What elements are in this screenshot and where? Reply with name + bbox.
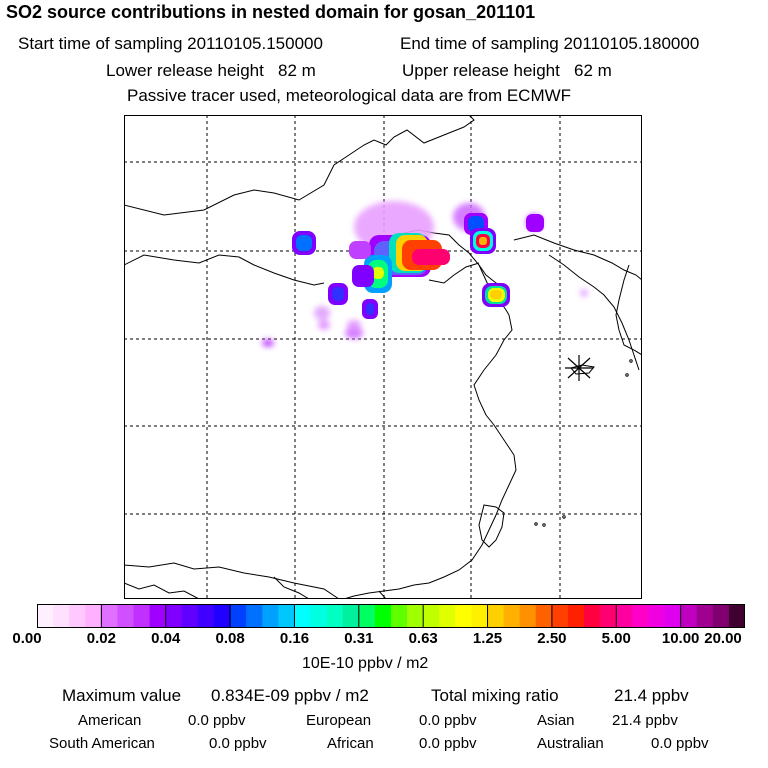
region-name: American [78, 712, 142, 729]
region-name: Australian [537, 735, 604, 752]
max-value: 0.834E-09 ppbv / m2 [211, 686, 369, 705]
colorbar-cell [197, 604, 215, 628]
colorbar-tick-label: 20.00 [704, 630, 742, 647]
colorbar-cell [391, 604, 408, 628]
colorbar-cell [278, 604, 295, 628]
region-name: European [306, 712, 372, 729]
region-value: 0.0 ppbv [651, 735, 709, 752]
colorbar-tick-label: 0.16 [279, 630, 310, 647]
colorbar-cell [85, 604, 102, 628]
concentration-plume [262, 201, 588, 347]
end-time-label: End time of sampling 20110105.180000 [400, 34, 700, 53]
tracer-note: Passive tracer used, meteorological data… [127, 86, 572, 105]
region-value: 21.4 ppbv [612, 712, 678, 729]
total-mixing-ratio-label: Total mixing ratio [431, 686, 559, 705]
colorbar-cell [423, 604, 440, 628]
colorbar-cell [230, 604, 247, 628]
colorbar-cell [600, 604, 617, 628]
colorbar-cell [535, 604, 553, 628]
colorbar-cell [358, 604, 376, 628]
colorbar-cell [664, 604, 682, 628]
colorbar-cell [632, 604, 649, 628]
colorbar-cell [246, 604, 263, 628]
receptor-marker [565, 355, 593, 381]
colorbar-cell [165, 604, 183, 628]
colorbar-cell [680, 604, 698, 628]
colorbar-cell [53, 604, 70, 628]
colorbar-cell [616, 604, 633, 628]
colorbar-tick-label: 0.02 [86, 630, 116, 647]
colorbar-cell [455, 604, 472, 628]
colorbar-cell [551, 604, 569, 628]
colorbar-cell [728, 604, 745, 628]
colorbar-cell [568, 604, 585, 628]
region-name: South American [49, 735, 155, 752]
colorbar-cell [712, 604, 730, 628]
colorbar-cell [262, 604, 279, 628]
lower-release-height-label: Lower release height 82 m [106, 61, 316, 80]
colorbar-cell [149, 604, 167, 628]
colorbar [37, 604, 745, 628]
colorbar-cell [181, 604, 199, 628]
colorbar-cell [584, 604, 601, 628]
colorbar-cell [407, 604, 424, 628]
colorbar-cell [133, 604, 151, 628]
colorbar-cell [310, 604, 328, 628]
region-value: 0.0 ppbv [209, 735, 267, 752]
colorbar-tick-label: 0.63 [408, 630, 438, 647]
colorbar-cell [101, 604, 118, 628]
colorbar-tick-label: 0.31 [344, 630, 374, 647]
region-name: Asian [537, 712, 575, 729]
colorbar-cell [374, 604, 392, 628]
colorbar-tick-label: 10.00 [661, 630, 700, 647]
total-mixing-ratio-value: 21.4 ppbv [614, 686, 689, 705]
start-time-label: Start time of sampling 20110105.150000 [18, 34, 323, 53]
region-value: 0.0 ppbv [419, 735, 477, 752]
region-value: 0.0 ppbv [419, 712, 477, 729]
map-panel [124, 115, 642, 599]
colorbar-cell [519, 604, 537, 628]
colorbar-cell [471, 604, 489, 628]
colorbar-tick-label: 1.25 [472, 630, 503, 647]
colorbar-tick-label: 0.08 [215, 630, 245, 647]
colorbar-cell [37, 604, 54, 628]
colorbar-cell [214, 604, 231, 628]
colorbar-cell [487, 604, 505, 628]
plot-title: SO2 source contributions in nested domai… [6, 2, 536, 22]
colorbar-tick-label: 5.00 [601, 630, 631, 647]
max-value-label: Maximum value [62, 686, 182, 705]
colorbar-tick-label: 0.04 [151, 630, 181, 647]
colorbar-cell [503, 604, 521, 628]
region-value: 0.0 ppbv [188, 712, 246, 729]
colorbar-cell [648, 604, 666, 628]
colorbar-cell [696, 604, 714, 628]
colorbar-cell [294, 604, 312, 628]
coastlines [124, 115, 642, 599]
colorbar-tick-label: 2.50 [537, 630, 567, 647]
colorbar-units: 10E-10 ppbv / m2 [302, 655, 429, 672]
colorbar-cell [69, 604, 86, 628]
colorbar-cell [326, 604, 344, 628]
colorbar-cell [342, 604, 360, 628]
colorbar-cell [117, 604, 135, 628]
colorbar-tick-label: 0.00 [12, 630, 42, 647]
colorbar-cell [439, 604, 456, 628]
upper-release-height-label: Upper release height 62 m [402, 61, 612, 80]
region-name: African [327, 735, 374, 752]
